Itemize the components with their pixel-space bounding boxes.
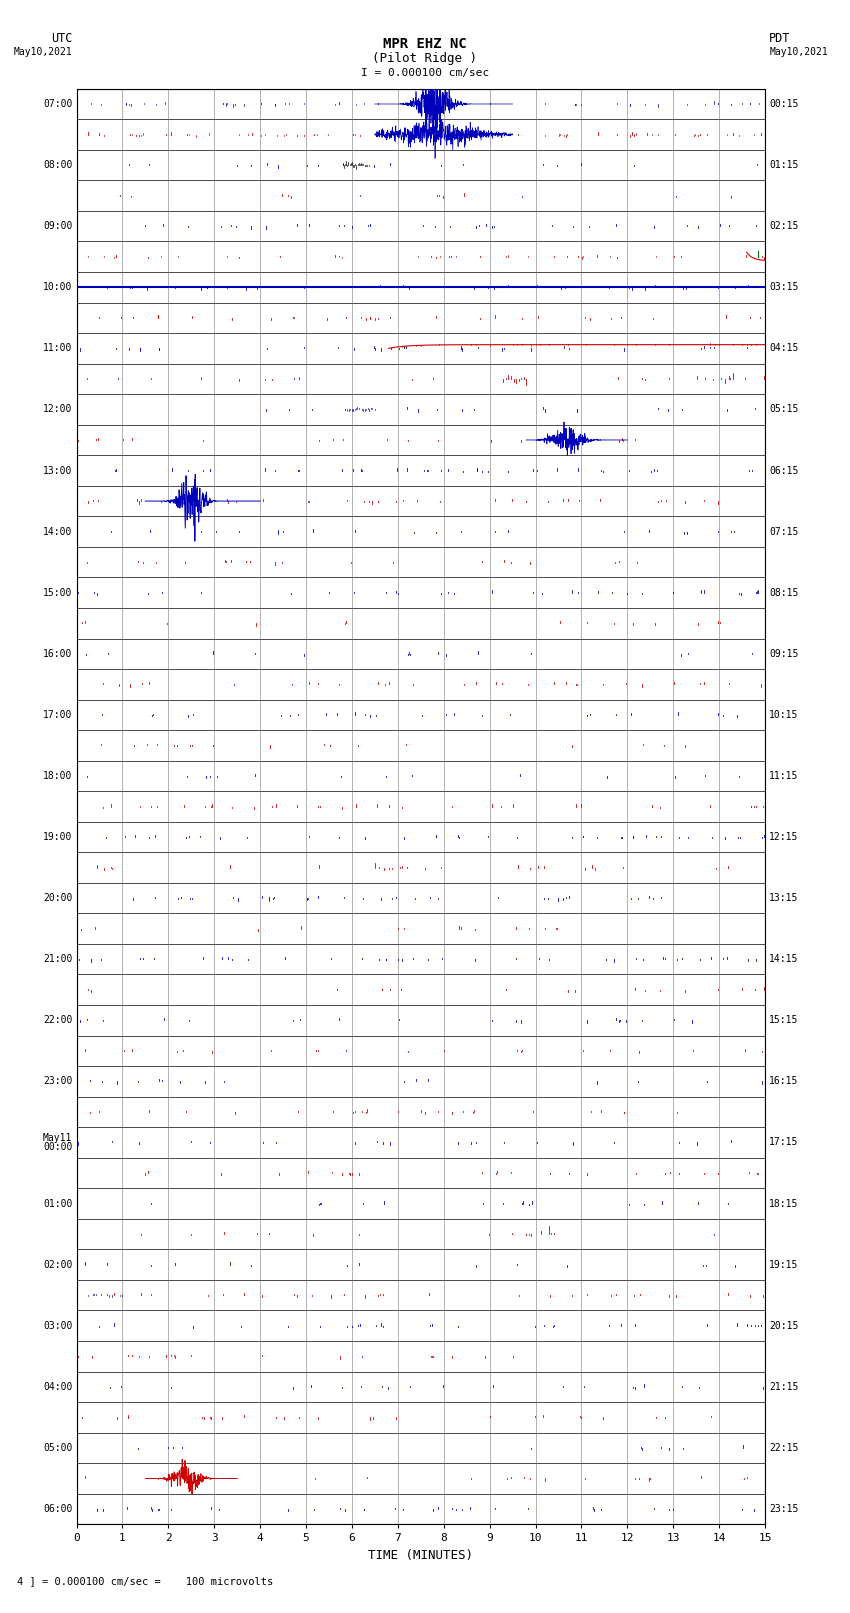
Text: 22:15: 22:15 <box>769 1444 799 1453</box>
Text: 14:00: 14:00 <box>42 526 72 537</box>
Text: UTC: UTC <box>51 32 72 45</box>
Text: 17:15: 17:15 <box>769 1137 799 1147</box>
Text: 15:15: 15:15 <box>769 1015 799 1026</box>
Text: 02:15: 02:15 <box>769 221 799 231</box>
Text: 05:00: 05:00 <box>42 1444 72 1453</box>
Text: 04:15: 04:15 <box>769 344 799 353</box>
Text: 04:00: 04:00 <box>42 1382 72 1392</box>
Text: 03:15: 03:15 <box>769 282 799 292</box>
Text: (Pilot Ridge ): (Pilot Ridge ) <box>372 52 478 65</box>
Text: 10:15: 10:15 <box>769 710 799 719</box>
Text: 19:15: 19:15 <box>769 1260 799 1269</box>
Text: 21:15: 21:15 <box>769 1382 799 1392</box>
Text: 18:15: 18:15 <box>769 1198 799 1208</box>
Text: 01:15: 01:15 <box>769 160 799 169</box>
Text: 08:00: 08:00 <box>42 160 72 169</box>
Text: 01:00: 01:00 <box>42 1198 72 1208</box>
Text: PDT: PDT <box>769 32 790 45</box>
Text: 10:00: 10:00 <box>42 282 72 292</box>
Text: 23:15: 23:15 <box>769 1503 799 1515</box>
Text: May11
00:00: May11 00:00 <box>42 1132 72 1152</box>
Text: 20:00: 20:00 <box>42 894 72 903</box>
Text: 03:00: 03:00 <box>42 1321 72 1331</box>
Text: 16:00: 16:00 <box>42 648 72 658</box>
Text: 08:15: 08:15 <box>769 587 799 598</box>
Text: 09:15: 09:15 <box>769 648 799 658</box>
Text: 02:00: 02:00 <box>42 1260 72 1269</box>
Text: May10,2021: May10,2021 <box>769 47 828 56</box>
Text: 11:15: 11:15 <box>769 771 799 781</box>
X-axis label: TIME (MINUTES): TIME (MINUTES) <box>368 1548 473 1561</box>
Text: 06:15: 06:15 <box>769 466 799 476</box>
Text: 21:00: 21:00 <box>42 955 72 965</box>
Text: 16:15: 16:15 <box>769 1076 799 1087</box>
Text: 18:00: 18:00 <box>42 771 72 781</box>
Text: 15:00: 15:00 <box>42 587 72 598</box>
Text: 11:00: 11:00 <box>42 344 72 353</box>
Text: 13:15: 13:15 <box>769 894 799 903</box>
Text: 12:00: 12:00 <box>42 405 72 415</box>
Text: 05:15: 05:15 <box>769 405 799 415</box>
Text: 09:00: 09:00 <box>42 221 72 231</box>
Text: MPR EHZ NC: MPR EHZ NC <box>383 37 467 50</box>
Text: 12:15: 12:15 <box>769 832 799 842</box>
Text: 13:00: 13:00 <box>42 466 72 476</box>
Text: 20:15: 20:15 <box>769 1321 799 1331</box>
Text: 06:00: 06:00 <box>42 1503 72 1515</box>
Text: May10,2021: May10,2021 <box>14 47 72 56</box>
Text: I = 0.000100 cm/sec: I = 0.000100 cm/sec <box>361 68 489 77</box>
Text: 23:00: 23:00 <box>42 1076 72 1087</box>
Text: 4 ] = 0.000100 cm/sec =    100 microvolts: 4 ] = 0.000100 cm/sec = 100 microvolts <box>17 1576 273 1586</box>
Text: 00:15: 00:15 <box>769 98 799 110</box>
Text: 17:00: 17:00 <box>42 710 72 719</box>
Text: 22:00: 22:00 <box>42 1015 72 1026</box>
Text: 07:00: 07:00 <box>42 98 72 110</box>
Text: 14:15: 14:15 <box>769 955 799 965</box>
Text: 19:00: 19:00 <box>42 832 72 842</box>
Text: 07:15: 07:15 <box>769 526 799 537</box>
